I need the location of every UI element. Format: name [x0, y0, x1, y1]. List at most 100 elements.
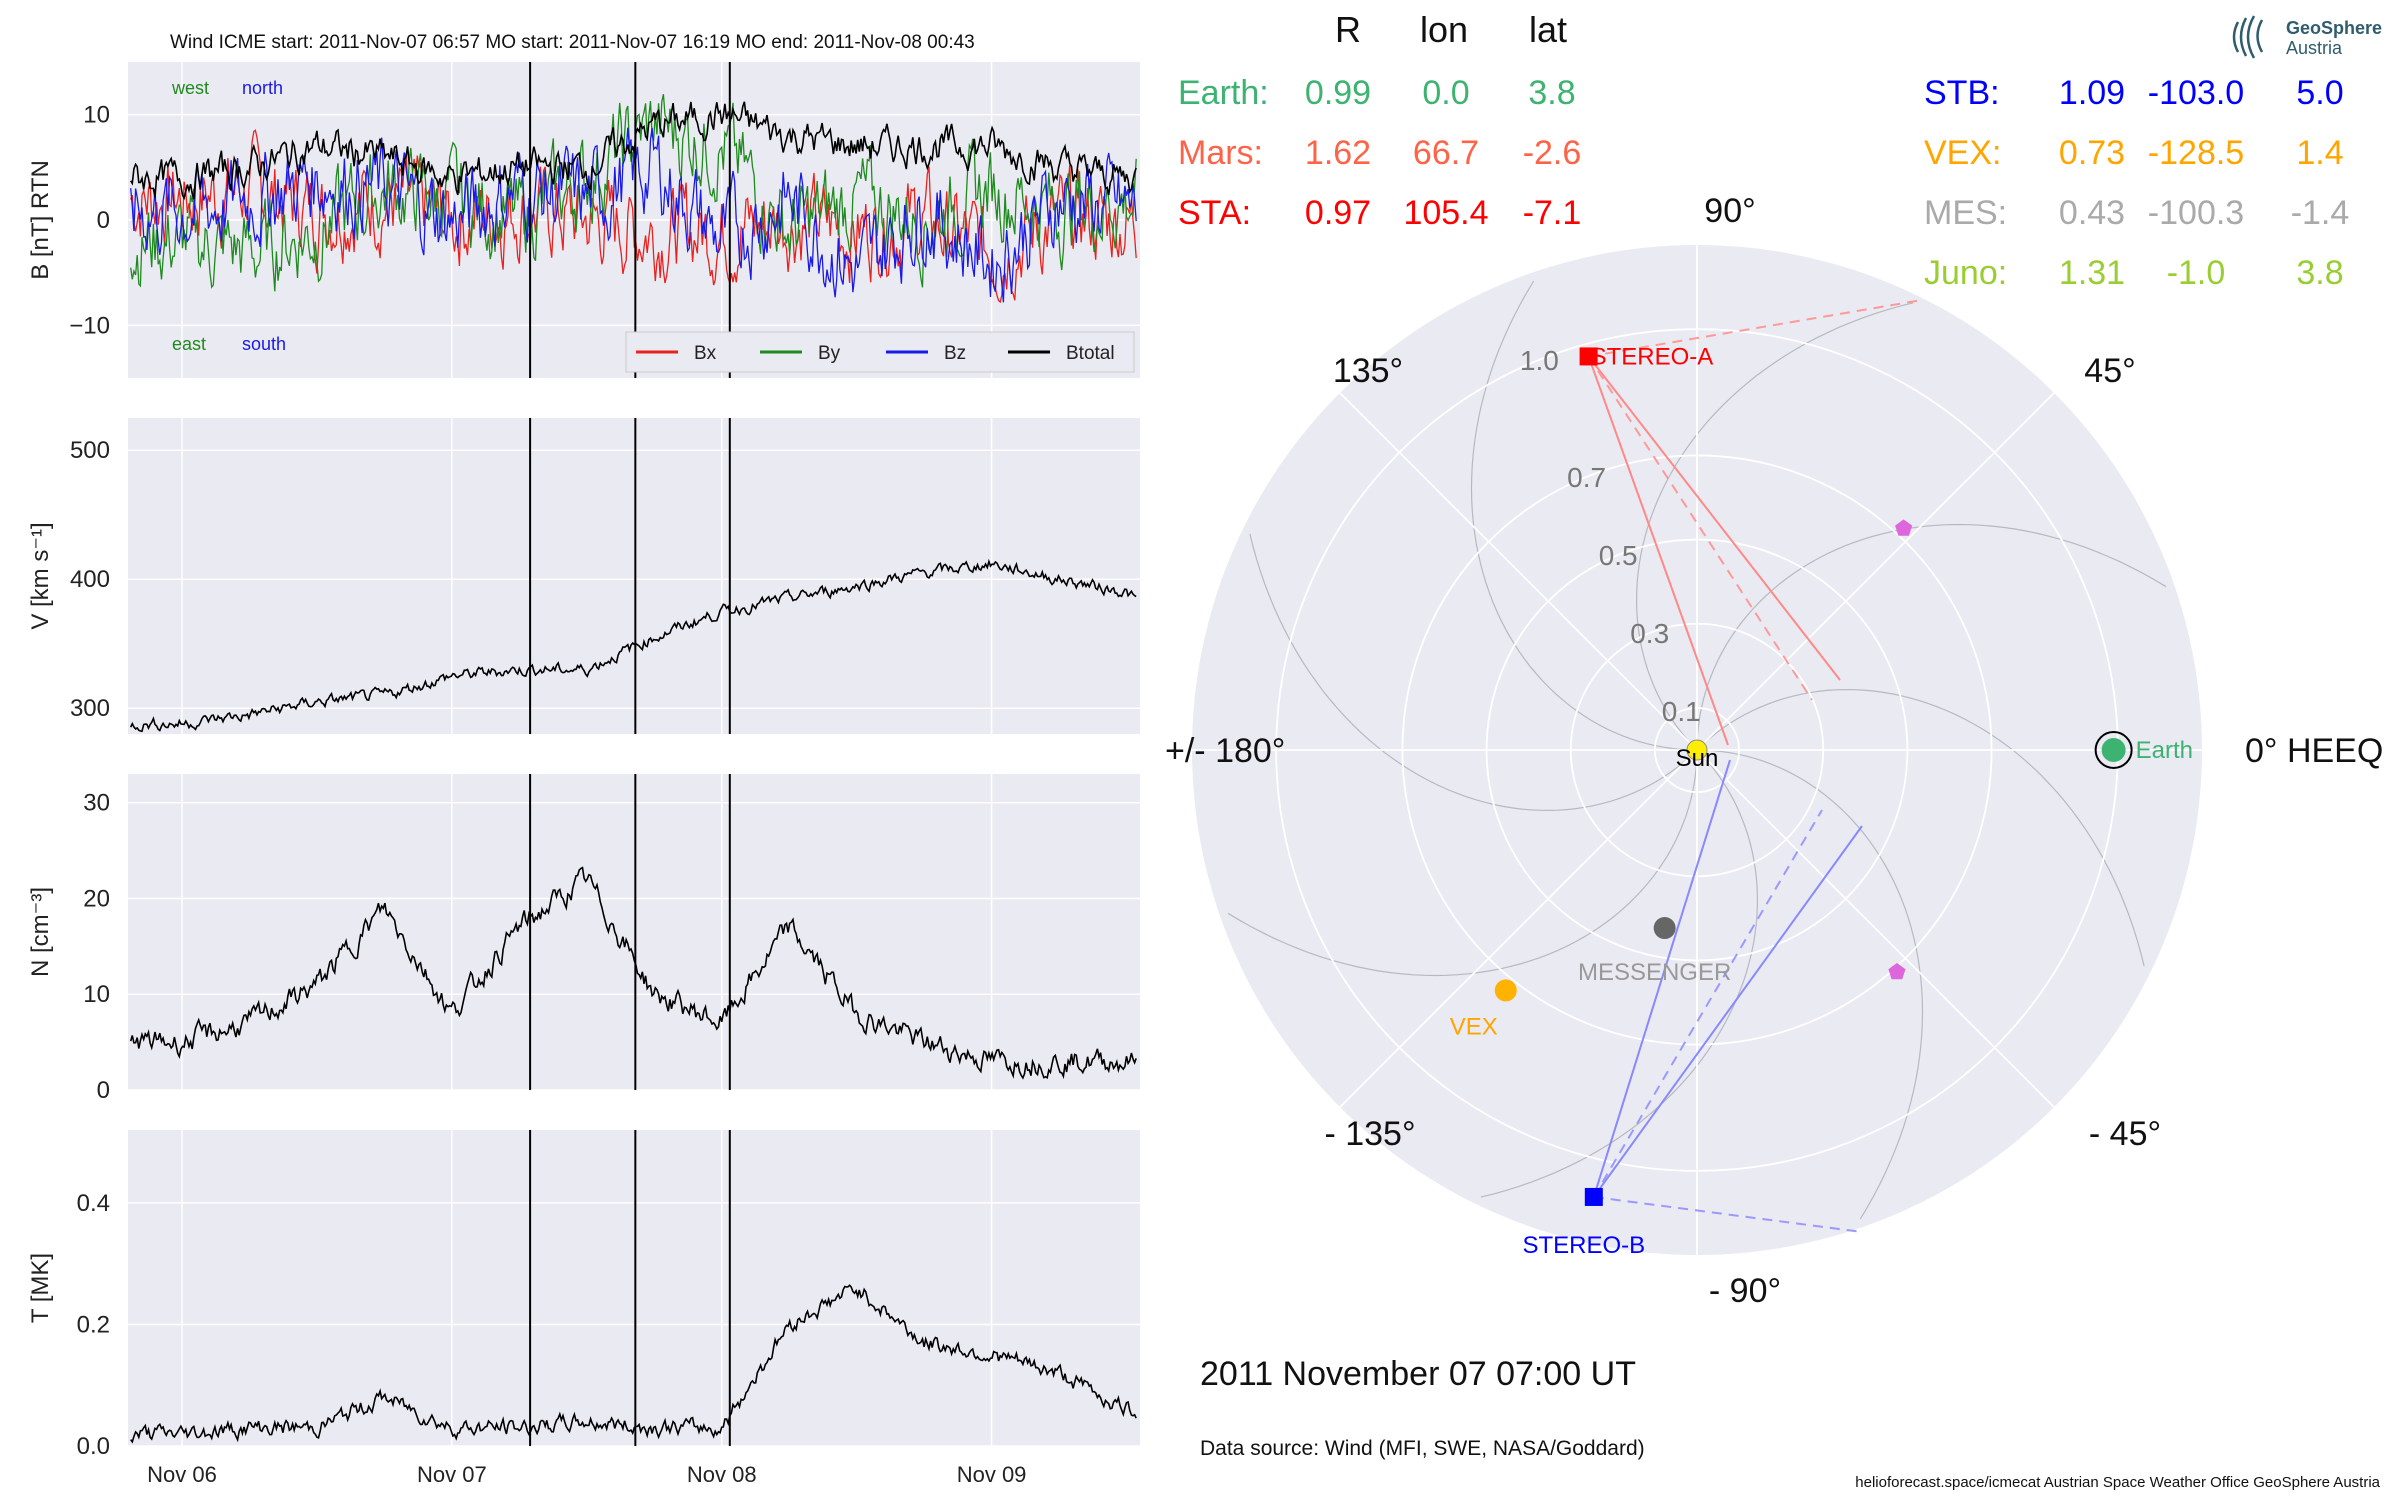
body-marker-pentagon-marker: [1888, 963, 1906, 980]
table-cell-lon: 66.7: [1413, 134, 1479, 172]
table-cell-lon: 0.0: [1422, 74, 1469, 112]
radial-tick-label: 1.0: [1520, 345, 1559, 376]
body-label-earth: Earth: [2136, 737, 2193, 764]
table-cell-r: 0.99: [1305, 74, 1371, 112]
x-tick-label: Nov 06: [147, 1462, 217, 1487]
spiral-line: [1705, 749, 1924, 1220]
table-row-name: Juno:: [1924, 254, 2007, 292]
legend-label: Btotal: [1066, 343, 1115, 364]
polar-plot: 1.0 0.7 0.5 0.3 0.1 90° 45° 0° HEEQ - 45° - 90° - …: [1165, 192, 2383, 1310]
table-row-name: STA:: [1178, 194, 1251, 232]
y-tick-label: −10: [69, 312, 110, 339]
y-axis-label: B [nT] RTN: [27, 160, 54, 280]
angle-label: 0° HEEQ: [2245, 732, 2383, 770]
y-tick-label: 30: [83, 790, 110, 817]
body-marker-earth: [2101, 738, 2126, 762]
table-cell-lon: -1.0: [2167, 254, 2226, 292]
radial-tick-label: 0.7: [1567, 462, 1606, 493]
sta-fov-line: [1588, 299, 1923, 358]
y-tick-label: 0.2: [77, 1311, 110, 1338]
table-cell-lat: -1.4: [2291, 194, 2350, 232]
y-tick-label: 0.4: [77, 1190, 110, 1217]
data-source-label: Data source: Wind (MFI, SWE, NASA/Goddar…: [1200, 1437, 1645, 1460]
y-tick-label: 20: [83, 885, 110, 912]
y-tick-label: 10: [83, 981, 110, 1008]
legend: Bx By Bz Btotal: [625, 331, 1135, 373]
body-marker-stereo-a: [1579, 347, 1598, 366]
angle-label: 135°: [1333, 352, 1403, 390]
panel-background: [128, 774, 1140, 1090]
angular-gridline: [1696, 392, 2055, 751]
table-cell-lat: -7.1: [1523, 194, 1582, 232]
logo-text-2: Austria: [2286, 38, 2343, 58]
panel-temperature: 0.4 0.2 0.0 T [MK] Nov 06 Nov 07 Nov 08 Nov 09: [27, 1130, 1140, 1487]
table-row-name: Earth:: [1178, 74, 1269, 112]
series-line-density: [129, 866, 1137, 1080]
body-marker-vex: [1494, 979, 1517, 1002]
body-marker-messenger: [1653, 917, 1676, 940]
table-header: R: [1335, 9, 1361, 50]
earth-ring: [2094, 731, 2133, 769]
y-tick-label: 0: [97, 207, 110, 234]
spiral-line: [1249, 533, 1692, 812]
table-cell-lat: 5.0: [2296, 74, 2343, 112]
radial-tick-label: 0.1: [1662, 696, 1701, 727]
body-label-sun: Sun: [1676, 745, 1719, 772]
angular-gridline: [1339, 392, 1698, 751]
x-tick-label: Nov 08: [687, 1462, 757, 1487]
time-series-panels: 10 0 −10 B [nT] RTN west north east south Bx By Bz…: [27, 62, 1140, 1487]
y-axis-label: T [MK]: [27, 1253, 54, 1323]
table-cell-lon: -103.0: [2148, 74, 2244, 112]
table-cell-r: 1.62: [1305, 134, 1371, 172]
direction-label-west: west: [171, 78, 209, 98]
y-tick-label: 0: [97, 1077, 110, 1104]
sta-fov-line: [1587, 355, 1813, 701]
legend-label: By: [818, 343, 841, 364]
table-row-name: STB:: [1924, 74, 2000, 112]
stb-fov-line: [1592, 759, 1731, 1198]
y-axis-label: V [km s⁻¹]: [27, 522, 54, 629]
table-cell-lat: -2.6: [1523, 134, 1582, 172]
table-row-name: Mars:: [1178, 134, 1263, 172]
body-label-vex: VEX: [1450, 1013, 1498, 1040]
y-tick-label: 500: [70, 437, 110, 464]
angular-gridline: [1339, 749, 1698, 1108]
logo-text-1: GeoSphere: [2286, 18, 2382, 38]
y-tick-label: 300: [70, 695, 110, 722]
angle-label: - 45°: [2089, 1115, 2161, 1153]
stb-fov-line: [1593, 1195, 1863, 1233]
panel-magnetic-field: 10 0 −10 B [nT] RTN west north east south Bx By Bz…: [27, 62, 1140, 378]
panel-background: [128, 418, 1140, 734]
angular-gridline: [1696, 749, 2055, 1108]
body-marker-sun: [1686, 739, 1708, 761]
footer-credits: helioforecast.space/icmecat Austrian Spa…: [1855, 1474, 2380, 1491]
angle-label: +/- 180°: [1165, 732, 1285, 770]
panel-speed: 500 400 300 V [km s⁻¹]: [27, 418, 1140, 734]
angle-label: - 135°: [1324, 1115, 1415, 1153]
legend-label: Bz: [944, 343, 966, 364]
table-cell-lat: 3.8: [2296, 254, 2343, 292]
body-label-messenger: MESSENGER: [1578, 959, 1731, 986]
geosphere-logo: GeoSphere Austria: [2232, 15, 2382, 59]
x-tick-label: Nov 07: [417, 1462, 487, 1487]
sta-fov-line: [1587, 355, 1841, 681]
spiral-line: [1227, 758, 1698, 977]
direction-label-north: north: [242, 78, 283, 98]
table-cell-r: 0.73: [2059, 134, 2125, 172]
table-cell-lat: 1.4: [2296, 134, 2343, 172]
radial-tick-label: 0.3: [1630, 618, 1669, 649]
fov-lines: [1587, 299, 1923, 1233]
series-line-btotal: [130, 101, 1137, 201]
direction-label-east: east: [172, 334, 206, 354]
table-cell-r: 0.43: [2059, 194, 2125, 232]
spiral-line: [1470, 280, 1689, 751]
spiral-line: [1702, 688, 2145, 967]
direction-label-south: south: [242, 334, 286, 354]
body-label-stereo-a: STEREO-A: [1591, 343, 1714, 370]
table-cell-r: 1.09: [2059, 74, 2125, 112]
table-cell-r: 0.97: [1305, 194, 1371, 232]
spiral-line: [1696, 523, 2167, 742]
spiral-line: [1635, 302, 1914, 745]
